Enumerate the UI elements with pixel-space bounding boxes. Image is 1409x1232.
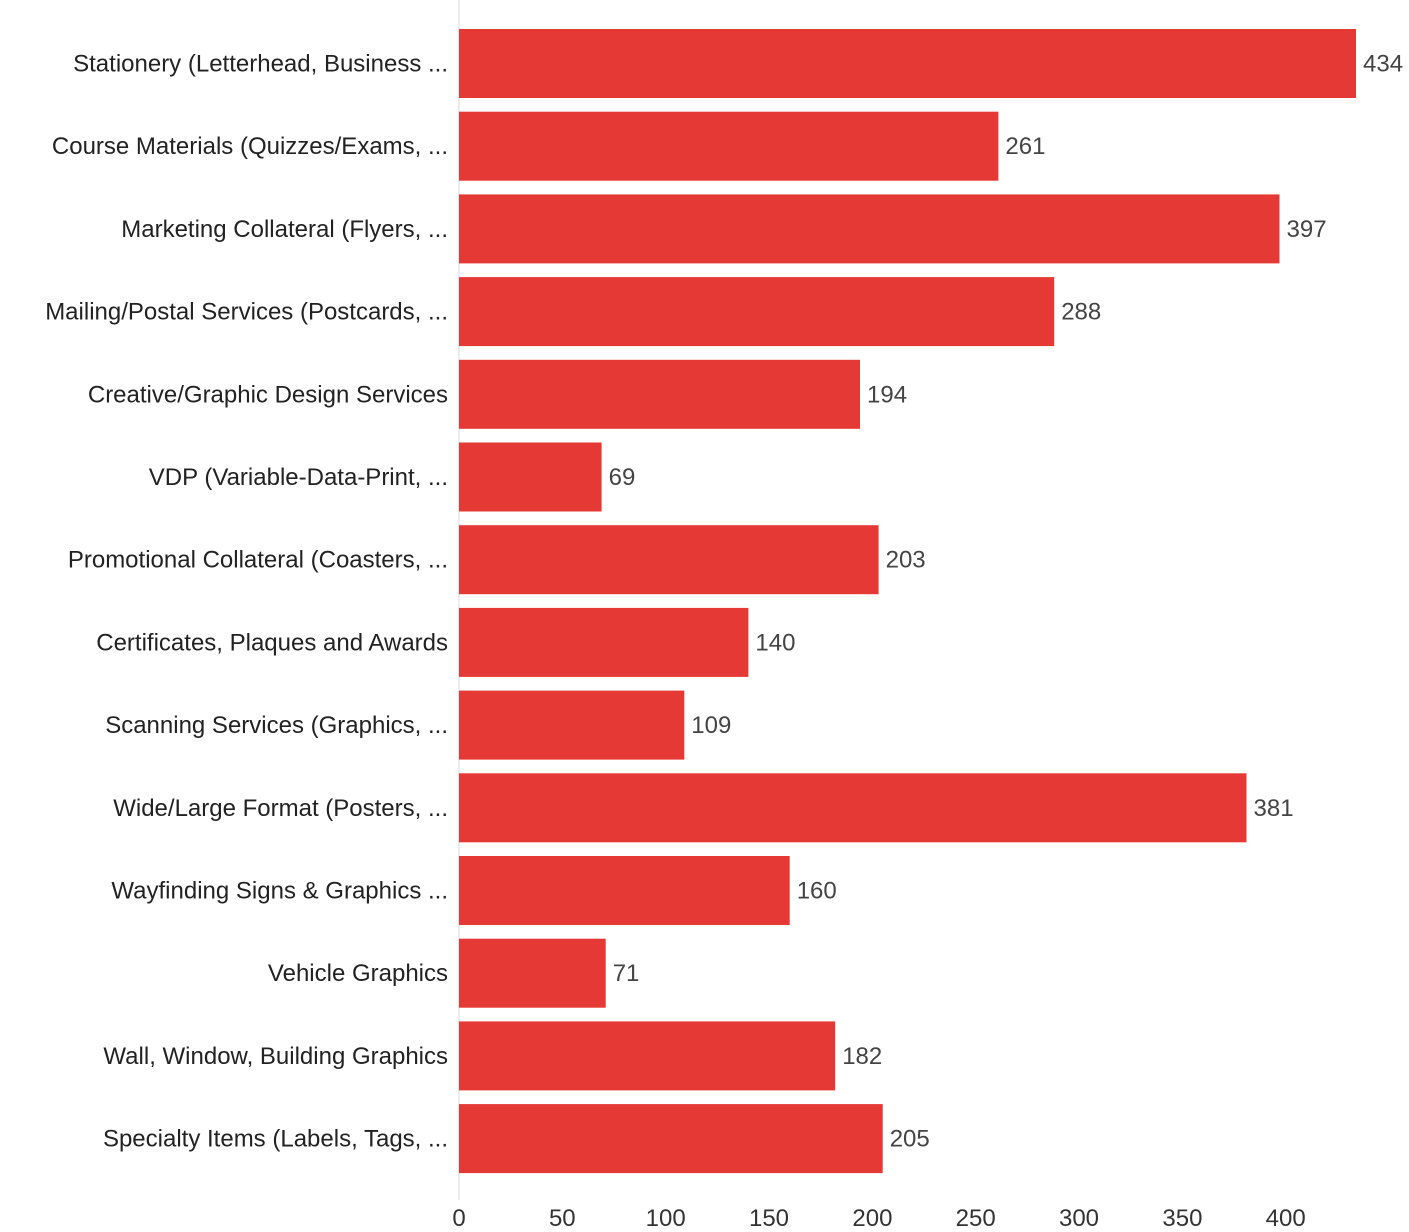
category-label: Marketing Collateral (Flyers, ... xyxy=(121,216,448,243)
bars-group xyxy=(459,29,1356,1174)
x-tick-label: 300 xyxy=(1059,1205,1099,1232)
bar xyxy=(459,1021,836,1091)
category-labels: Stationery (Letterhead, Business ... Cour… xyxy=(45,51,448,1153)
x-axis-ticks: 0 50 100 150 200 250 300 350 400 xyxy=(452,1205,1305,1232)
category-label: Creative/Graphic Design Services xyxy=(88,381,448,408)
category-label: Scanning Services (Graphics, ... xyxy=(105,712,448,739)
x-tick-label: 250 xyxy=(956,1205,996,1232)
value-label: 261 xyxy=(1005,133,1045,160)
value-label: 203 xyxy=(886,547,926,574)
bar xyxy=(459,359,860,429)
value-label: 182 xyxy=(842,1043,882,1070)
bar xyxy=(459,442,602,512)
category-label: Vehicle Graphics xyxy=(268,960,448,987)
value-label: 194 xyxy=(867,381,907,408)
value-label: 160 xyxy=(797,878,837,905)
value-label: 205 xyxy=(890,1126,930,1153)
value-label: 140 xyxy=(755,629,795,656)
bar xyxy=(459,773,1247,843)
category-label: Promotional Collateral (Coasters, ... xyxy=(68,547,448,574)
bar xyxy=(459,194,1280,264)
value-label: 71 xyxy=(613,960,640,987)
bar xyxy=(459,938,606,1008)
category-label: Wide/Large Format (Posters, ... xyxy=(113,795,448,822)
category-label: Certificates, Plaques and Awards xyxy=(96,629,448,656)
value-label: 397 xyxy=(1287,216,1327,243)
x-tick-label: 100 xyxy=(646,1205,686,1232)
bar xyxy=(459,111,999,181)
bar xyxy=(459,277,1055,347)
bar xyxy=(459,607,749,677)
x-tick-label: 350 xyxy=(1162,1205,1202,1232)
bar xyxy=(459,690,685,760)
bar xyxy=(459,856,790,925)
bar xyxy=(459,525,879,595)
value-label: 288 xyxy=(1061,299,1101,326)
x-tick-label: 150 xyxy=(749,1205,789,1232)
category-label: Stationery (Letterhead, Business ... xyxy=(73,51,448,78)
category-label: Wall, Window, Building Graphics xyxy=(103,1043,448,1070)
category-label: Wayfinding Signs & Graphics ... xyxy=(111,878,448,905)
value-label: 109 xyxy=(691,712,731,739)
value-label: 69 xyxy=(609,464,636,491)
x-tick-label: 0 xyxy=(452,1205,465,1232)
value-label: 381 xyxy=(1254,795,1294,822)
bar xyxy=(459,29,1356,98)
value-labels: 434 261 397 288 194 69 203 140 109 381 160 71 182 205 xyxy=(609,51,1403,1153)
category-label: Specialty Items (Labels, Tags, ... xyxy=(103,1126,448,1153)
value-label: 434 xyxy=(1363,51,1403,78)
category-label: Mailing/Postal Services (Postcards, ... xyxy=(45,299,448,326)
x-tick-label: 200 xyxy=(852,1205,892,1232)
category-label: VDP (Variable-Data-Print, ... xyxy=(149,464,448,491)
bar xyxy=(459,1104,883,1174)
x-tick-label: 50 xyxy=(549,1205,576,1232)
x-tick-label: 400 xyxy=(1266,1205,1306,1232)
category-label: Course Materials (Quizzes/Exams, ... xyxy=(52,133,448,160)
